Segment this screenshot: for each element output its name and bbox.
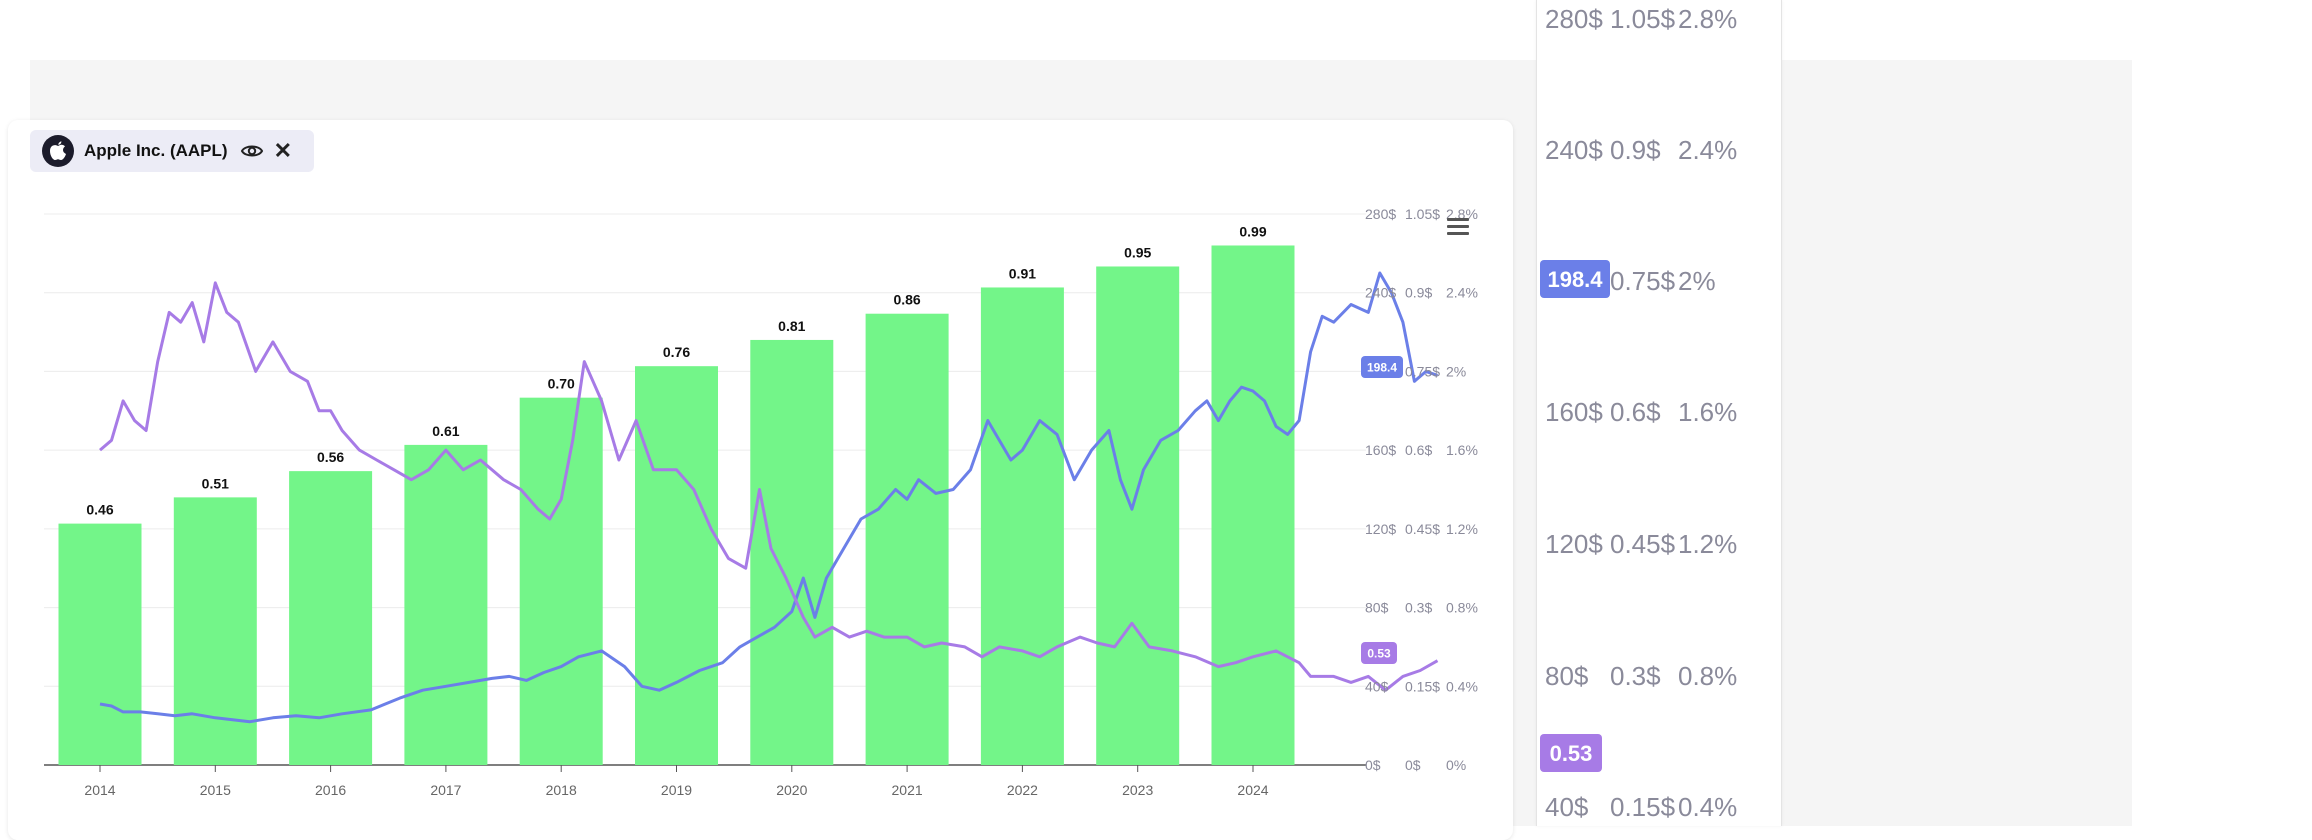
x-tick-label-2017: 2017 bbox=[430, 782, 461, 798]
bar-label-2022: 0.91 bbox=[1009, 265, 1036, 281]
zoom-yield-badge-bg bbox=[1540, 734, 1602, 772]
x-tick-label-2019: 2019 bbox=[661, 782, 692, 798]
bar-2019 bbox=[635, 366, 718, 765]
last-value-badges: 198.4 0.53 198.4 0.53 bbox=[1361, 260, 1610, 772]
instrument-name: Apple Inc. (AAPL) bbox=[84, 141, 228, 160]
yield-line bbox=[99, 281, 1439, 692]
zoom-dollar-tick: 0.45$ bbox=[1610, 529, 1676, 559]
yield-last-value-badge-bg bbox=[1361, 642, 1397, 664]
y-tick-price: 0$ bbox=[1365, 757, 1381, 773]
bar-2020 bbox=[750, 339, 834, 765]
price-last-value-badge-bg bbox=[1361, 356, 1403, 378]
zoom-price-tick: 80$ bbox=[1545, 661, 1589, 691]
y-tick-price: 40$ bbox=[1365, 678, 1389, 694]
zoom-dollar-tick: 0.9$ bbox=[1610, 135, 1661, 165]
zoom-dollar-tick: 1.05$ bbox=[1610, 4, 1676, 34]
y-tick-price: 80$ bbox=[1365, 600, 1389, 616]
y-tick-percent: 0% bbox=[1446, 757, 1466, 773]
yield-last-value-badge: 0.53 bbox=[1367, 646, 1391, 660]
zoom-dollar-tick: 0.75$ bbox=[1610, 266, 1676, 296]
zoom-dollar-tick: 0.15$ bbox=[1610, 792, 1676, 822]
zoom-percent-tick: 1.6% bbox=[1678, 397, 1737, 427]
bar-label-2021: 0.86 bbox=[893, 292, 920, 308]
y-tick-dollars: 0.75$ bbox=[1405, 363, 1440, 379]
zoom-percent-tick: 2% bbox=[1678, 266, 1716, 296]
y-tick-price: 240$ bbox=[1365, 285, 1396, 301]
zoom-price-tick: 280$ bbox=[1545, 4, 1603, 34]
y-axis-ticks: 0$ 0$ 0% 40$ 0.15$ 0.4% 80$ 0.3$ 0.8% 120$ 0.45$ 1.… bbox=[1365, 206, 1478, 773]
y-tick-dollars: 0.3$ bbox=[1405, 600, 1432, 616]
zoomed-axis-ticks: 280$ 240$ 160$ 120$ 80$ 40$ 1.05$ 0.9$ 0.75$ 0.6$… bbox=[1545, 4, 1737, 822]
x-tick-label-2021: 2021 bbox=[892, 782, 923, 798]
y-tick-dollars: 0.6$ bbox=[1405, 442, 1432, 458]
y-tick-dollars: 0$ bbox=[1405, 757, 1421, 773]
zoomed-axis-panel bbox=[1536, 0, 1782, 826]
zoom-price-badge: 198.4 bbox=[1547, 267, 1603, 292]
y-tick-percent: 1.2% bbox=[1446, 521, 1478, 537]
x-tick-label-2015: 2015 bbox=[200, 782, 231, 798]
x-tick-label-2023: 2023 bbox=[1122, 782, 1153, 798]
y-tick-dollars: 0.9$ bbox=[1405, 285, 1432, 301]
bar-2023 bbox=[1096, 266, 1180, 765]
y-tick-percent: 1.6% bbox=[1446, 442, 1478, 458]
x-tick-label-2022: 2022 bbox=[1007, 782, 1038, 798]
y-tick-price: 120$ bbox=[1365, 521, 1396, 537]
dividend-bars bbox=[58, 245, 1295, 765]
bar-2016 bbox=[289, 471, 373, 765]
y-tick-dollars: 0.15$ bbox=[1405, 678, 1440, 694]
bar-2017 bbox=[404, 444, 488, 765]
bar-2018 bbox=[519, 397, 603, 765]
close-icon[interactable]: ✕ bbox=[273, 138, 292, 163]
y-tick-percent: 2.4% bbox=[1446, 285, 1478, 301]
bar-label-2023: 0.95 bbox=[1124, 244, 1151, 260]
zoom-price-tick: 240$ bbox=[1545, 135, 1603, 165]
x-tick-label-2018: 2018 bbox=[546, 782, 577, 798]
x-tick-label-2016: 2016 bbox=[315, 782, 346, 798]
zoom-percent-tick: 2.4% bbox=[1678, 135, 1737, 165]
zoom-percent-tick: 0.4% bbox=[1678, 792, 1737, 822]
bar-label-2015: 0.51 bbox=[202, 475, 229, 491]
instrument-chip[interactable]: Apple Inc. (AAPL) ✕ bbox=[30, 130, 314, 172]
bar-label-2014: 0.46 bbox=[86, 502, 113, 518]
y-tick-percent: 0.8% bbox=[1446, 600, 1478, 616]
bar-label-2017: 0.61 bbox=[432, 423, 459, 439]
y-tick-dollars: 1.05$ bbox=[1405, 206, 1440, 222]
zoom-percent-tick: 2.8% bbox=[1678, 4, 1737, 34]
y-tick-percent: 2% bbox=[1446, 363, 1466, 379]
chart-menu-icon[interactable] bbox=[1447, 218, 1469, 236]
bar-label-2019: 0.76 bbox=[663, 344, 690, 360]
zoom-yield-badge: 0.53 bbox=[1550, 741, 1593, 766]
bar-2015 bbox=[173, 497, 257, 765]
price-last-value-badge: 198.4 bbox=[1367, 360, 1397, 374]
zoom-dollar-tick: 0.6$ bbox=[1610, 397, 1661, 427]
y-tick-price: 280$ bbox=[1365, 206, 1396, 222]
x-tick-label-2020: 2020 bbox=[776, 782, 807, 798]
bar-2021 bbox=[865, 313, 949, 765]
bar-label-2018: 0.70 bbox=[548, 376, 575, 392]
bar-label-2016: 0.56 bbox=[317, 449, 344, 465]
bar-2024 bbox=[1211, 245, 1295, 765]
zoom-dollar-tick: 0.3$ bbox=[1610, 661, 1661, 691]
zoom-percent-tick: 1.2% bbox=[1678, 529, 1737, 559]
eye-icon[interactable] bbox=[240, 139, 264, 163]
y-tick-price: 160$ bbox=[1365, 442, 1396, 458]
bar-label-2024: 0.99 bbox=[1239, 223, 1266, 239]
x-tick-label-2024: 2024 bbox=[1237, 782, 1268, 798]
zoom-percent-tick: 0.8% bbox=[1678, 661, 1737, 691]
apple-logo-icon bbox=[42, 135, 74, 167]
price-line bbox=[99, 271, 1438, 724]
zoom-price-tick: 120$ bbox=[1545, 529, 1603, 559]
zoom-price-tick: 160$ bbox=[1545, 397, 1603, 427]
y-tick-percent: 0.4% bbox=[1446, 678, 1478, 694]
bar-label-2020: 0.81 bbox=[778, 318, 805, 334]
zoom-price-badge-bg bbox=[1540, 260, 1610, 298]
zoom-price-tick: 40$ bbox=[1545, 792, 1589, 822]
x-axis-ticks: 2014 2015 2016 2017 2018 2019 2020 2021 2022 2023… bbox=[84, 765, 1269, 798]
bar-2014 bbox=[58, 523, 142, 765]
bar-labels: 0.46 0.51 0.56 0.61 0.70 0.76 0.81 0.86 0.91 0.95… bbox=[86, 223, 1266, 517]
y-tick-dollars: 0.45$ bbox=[1405, 521, 1440, 537]
bar-2022 bbox=[980, 287, 1064, 765]
x-tick-label-2014: 2014 bbox=[84, 782, 115, 798]
